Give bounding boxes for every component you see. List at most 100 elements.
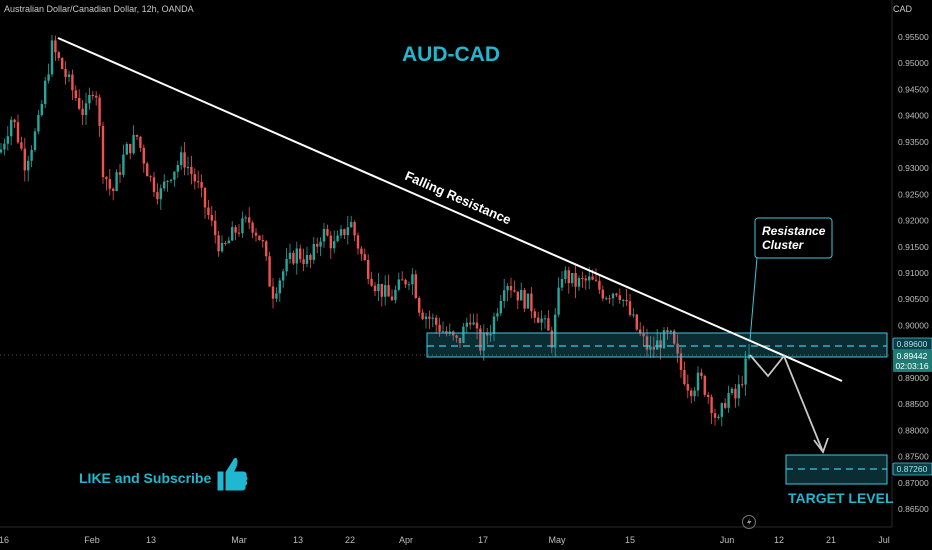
candle-down (207, 207, 210, 216)
candle-down (523, 290, 526, 309)
y-tick-label: 0.91000 (898, 268, 929, 278)
candle-up (720, 403, 723, 417)
candle-up (431, 317, 434, 319)
candle-up (605, 298, 608, 300)
candle-up (244, 217, 247, 219)
candle-up (696, 372, 700, 391)
candle-down (628, 301, 632, 315)
candle-down (64, 68, 67, 78)
candle-up (176, 165, 179, 172)
candle-up (122, 154, 125, 175)
candle-up (472, 322, 475, 325)
candle-down (387, 285, 390, 297)
candle-up (173, 171, 176, 180)
x-tick-label: 17 (478, 535, 488, 545)
candle-down (152, 177, 156, 193)
candle-down (598, 280, 601, 290)
candle-up (10, 119, 13, 137)
candle-down (23, 148, 26, 171)
candle-up (282, 271, 285, 281)
candle-up (227, 240, 230, 244)
candle-up (88, 94, 91, 104)
candle-up (50, 40, 54, 75)
candle-up (3, 143, 6, 150)
y-tick-label: 0.95000 (898, 58, 929, 68)
candle-down (363, 254, 366, 260)
candle-down (458, 337, 462, 343)
falling-resistance-trendline[interactable] (57, 37, 843, 382)
target-level-label: TARGET LEVEL (788, 490, 894, 506)
candle-up (333, 241, 336, 249)
y-tick-label: 0.95500 (898, 32, 929, 42)
candle-down (108, 179, 111, 189)
candle-down (404, 279, 407, 285)
candle-down (118, 172, 122, 175)
candle-up (571, 272, 574, 284)
candle-up (169, 179, 173, 181)
candle-down (74, 90, 77, 99)
target-price-text: 0.87260 (897, 464, 928, 474)
candle-up (288, 252, 292, 260)
candle-down (516, 291, 519, 301)
candle-down (71, 74, 74, 91)
x-axis-ticks: 16 Feb 13 Mar 13 22 Apr 17 May 15 Jun 12 21 Jul (0, 535, 890, 545)
candle-down (98, 97, 101, 126)
candle-up (166, 180, 169, 182)
candle-down (567, 270, 570, 284)
y-tick-label: 0.88500 (898, 399, 929, 409)
candle-down (547, 318, 550, 331)
candle-down (652, 346, 655, 350)
candle-down (639, 329, 642, 334)
candle-down (326, 229, 329, 236)
candle-down (360, 248, 363, 255)
candle-down (302, 259, 305, 264)
candle-down (625, 299, 628, 302)
candle-down (271, 286, 275, 299)
resistance-zone[interactable] (426, 332, 888, 358)
candle-down (193, 174, 196, 182)
y-tick-label: 0.87500 (898, 452, 929, 462)
x-tick-label: Jul (878, 535, 890, 545)
countdown-text: 02:03:16 (895, 361, 928, 371)
candle-down (370, 278, 373, 286)
y-tick-label: 0.92500 (898, 189, 929, 199)
candle-up (397, 279, 400, 290)
cluster-label-line2: Cluster (762, 238, 805, 252)
candle-up (727, 393, 730, 408)
candle-down (533, 311, 536, 318)
x-tick-label: 15 (625, 535, 635, 545)
y-tick-label: 0.93500 (898, 137, 929, 147)
candle-down (679, 353, 683, 371)
candle-down (455, 335, 458, 338)
cluster-callout-box (754, 217, 833, 259)
currency-label: CAD (892, 4, 912, 14)
candle-down (690, 390, 693, 397)
candle-down (683, 370, 686, 385)
candle-down (591, 276, 594, 280)
candle-down (142, 147, 145, 164)
candle-down (601, 289, 604, 299)
candle-up (6, 136, 9, 144)
candle-down (254, 232, 258, 236)
candle-up (656, 340, 659, 350)
candle-down (78, 98, 81, 109)
candle-up (540, 318, 543, 323)
projection-path[interactable] (749, 354, 824, 453)
candle-up (37, 114, 40, 132)
candle-up (295, 248, 298, 264)
candle-down (135, 135, 139, 137)
x-tick-label: May (548, 535, 566, 545)
candle-down (356, 235, 360, 249)
candle-up (241, 218, 244, 234)
candle-down (149, 176, 152, 178)
candle-up (744, 358, 747, 385)
candle-up (441, 331, 445, 333)
candle-down (61, 58, 64, 69)
candle-down (615, 293, 618, 296)
like-subscribe-text: LIKE and Subscribe (79, 470, 211, 486)
candle-down (509, 286, 513, 291)
candle-down (486, 332, 489, 336)
candle-down (673, 330, 676, 344)
lightning-icon[interactable] (742, 515, 756, 529)
